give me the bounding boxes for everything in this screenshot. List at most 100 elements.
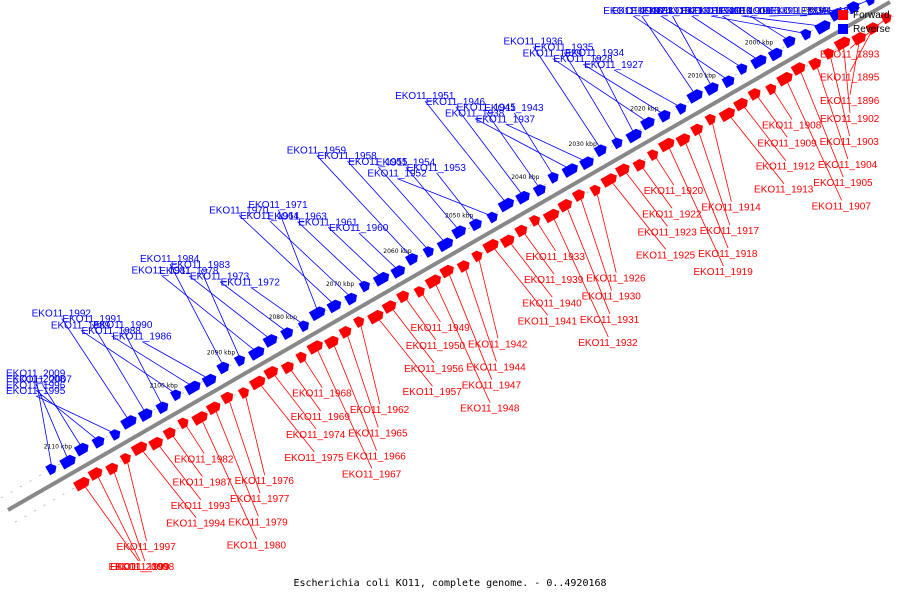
leader-line	[35, 390, 100, 442]
leader-line	[214, 407, 259, 517]
reverse-gene-feature	[846, 1, 860, 14]
reverse-gene-feature	[532, 184, 546, 197]
leader-line	[741, 15, 824, 27]
leader-line	[142, 341, 211, 380]
gene-label: EKO11_1986	[112, 332, 172, 343]
forward-gene-feature	[704, 113, 716, 126]
reverse-gene-feature	[800, 28, 812, 41]
leader-line	[244, 392, 266, 476]
leader-line	[111, 335, 194, 388]
leader-line	[183, 422, 205, 454]
leader-line	[219, 281, 289, 333]
gene-label: EKO11_1906	[720, 6, 780, 17]
gene-label: EKO11_1931	[580, 315, 640, 326]
forward-gene-feature	[542, 208, 560, 224]
reverse-gene-feature	[686, 89, 703, 104]
gene-label: EKO11_1995	[6, 386, 66, 397]
gene-label: EKO11_1933	[526, 252, 586, 263]
reverse-gene-feature	[372, 271, 390, 287]
reverse-gene-feature	[561, 163, 578, 178]
forward-gene-feature	[191, 411, 208, 426]
gene-label: EKO11_1932	[578, 338, 638, 349]
gene-label: EKO11_1955	[348, 157, 408, 168]
reverse-gene-feature	[497, 197, 514, 213]
gene-label: EKO11_1959	[287, 145, 347, 156]
leader-line	[161, 275, 258, 353]
gene-label: EKO11_1916	[603, 6, 663, 17]
tick-label: 2090 kbp	[207, 349, 235, 356]
tick-label: 2040 kbp	[511, 174, 539, 181]
leader-line	[711, 118, 732, 202]
forward-gene-feature	[865, 22, 879, 35]
forward-gene-feature	[776, 71, 793, 87]
gene-label: EKO11_1968	[292, 389, 352, 400]
leader-line	[785, 78, 842, 201]
reverse-gene-feature	[515, 190, 530, 205]
gene-label: EKO11_1981	[131, 265, 191, 276]
forward-gene-feature	[482, 238, 499, 254]
gene-label: EKO11_1921	[643, 6, 703, 17]
leader-line	[710, 15, 807, 35]
legend-label-reverse: Reverse	[853, 23, 891, 35]
gene-label: EKO11_1970	[209, 205, 269, 216]
forward-gene-feature	[220, 391, 234, 405]
gene-label: EKO11_1958	[317, 151, 377, 162]
gene-label: EKO11_1951	[395, 91, 455, 102]
leader-line	[565, 204, 611, 314]
leader-line	[297, 221, 366, 286]
reverse-gene-feature	[184, 380, 201, 396]
gene-label: EKO11_1994	[166, 519, 226, 530]
reverse-gene-feature	[308, 306, 326, 322]
leader-line	[258, 381, 315, 453]
leader-line	[156, 442, 202, 501]
reverse-gene-feature	[704, 82, 719, 96]
reverse-gene-feature	[675, 103, 687, 115]
reverse-gene-feature	[109, 429, 121, 441]
gene-label: EKO11_1992	[32, 308, 92, 319]
gene-label: EKO11_2008	[6, 374, 66, 385]
leader-line	[755, 93, 788, 138]
reverse-gene-feature	[593, 144, 607, 158]
forward-gene-feature	[177, 417, 189, 430]
reverse-gene-feature	[436, 237, 454, 253]
gene-label: EKO11_1980	[227, 540, 287, 551]
reverse-gene-feature	[767, 47, 783, 62]
leader-line	[238, 215, 336, 306]
gene-label: EKO11_1937	[476, 114, 536, 125]
gene-label: EKO11_1976	[235, 476, 295, 487]
leader-line	[42, 384, 83, 449]
reverse-gene-feature	[262, 334, 278, 348]
reverse-gene-feature	[750, 54, 767, 70]
forward-gene-feature	[73, 476, 90, 492]
reverse-gene-feature	[422, 246, 434, 258]
leader-line	[727, 113, 785, 184]
leader-line	[474, 118, 572, 170]
forward-gene-feature	[367, 309, 384, 325]
strand-guide	[0, 0, 867, 499]
gene-label: EKO11_1926	[586, 274, 646, 285]
leader-line	[583, 63, 666, 116]
leader-line	[188, 275, 272, 341]
gene-label: EKO11_1914	[701, 203, 761, 214]
legend-item-reverse: Reverse	[838, 22, 890, 36]
reverse-gene-feature	[657, 109, 671, 123]
gene-label: EKO11_2009	[6, 368, 66, 379]
forward-gene-feature	[338, 326, 352, 339]
genome-axis	[0, 0, 898, 523]
gene-label: EKO11_1935	[534, 42, 594, 53]
leader-line	[815, 63, 849, 160]
gene-label: EKO11_1905	[813, 178, 873, 189]
leader-line	[505, 123, 588, 163]
gene-label: EKO11_1946	[426, 97, 486, 108]
leader-line	[315, 346, 373, 469]
leader-line	[508, 240, 553, 298]
gene-label: EKO11_1960	[329, 223, 389, 234]
forward-gene-feature	[822, 48, 834, 60]
reverse-gene-feature	[297, 320, 309, 333]
leader-line	[477, 255, 499, 339]
reverse-gene-feature	[611, 137, 623, 150]
tick-label: 2010 kbp	[688, 73, 716, 80]
tick-label: 2060 kbp	[383, 248, 411, 255]
leader-line	[552, 58, 649, 123]
gene-label: EKO11_1950	[406, 341, 466, 352]
